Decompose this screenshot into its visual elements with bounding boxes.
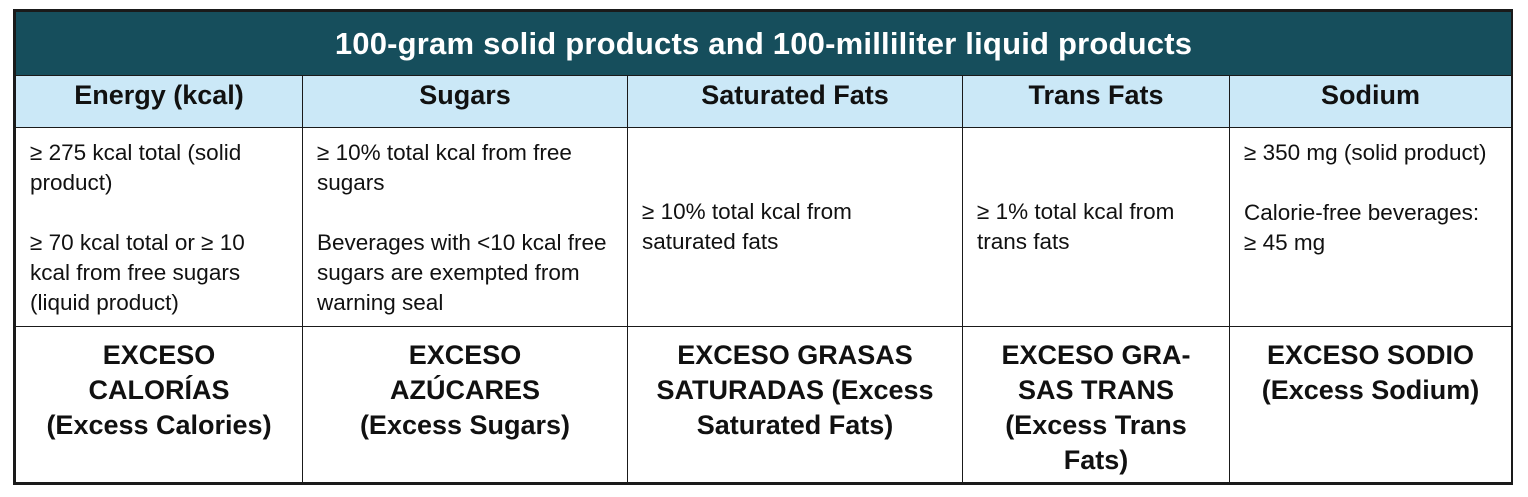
seal-line: Fats) bbox=[1063, 445, 1129, 475]
seal-sugars: EXCESO AZÚCARES (Excess Sugars) bbox=[302, 326, 628, 483]
seal-line: CALORÍAS bbox=[88, 375, 230, 405]
title-row: 100-gram solid products and 100-millilit… bbox=[14, 11, 1513, 76]
header-energy: Energy (kcal) bbox=[15, 75, 303, 128]
header-sugars: Sugars bbox=[302, 75, 628, 128]
seal-saturated-fats: EXCESO GRASAS SATURADAS (Excess Saturate… bbox=[627, 326, 963, 483]
seal-line: (Excess Calories) bbox=[46, 410, 272, 440]
seal-trans-fats: EXCESO GRA- SAS TRANS (Excess Trans Fats… bbox=[962, 326, 1230, 483]
seal-line: Saturated Fats) bbox=[696, 410, 894, 440]
seal-line: SAS TRANS bbox=[1017, 375, 1174, 405]
seal-row: EXCESO CALORÍAS (Excess Calories) EXCESO… bbox=[15, 326, 1513, 483]
seal-line: (Excess Sodium) bbox=[1261, 375, 1480, 405]
seal-sodium: EXCESO SODIO (Excess Sodium) bbox=[1228, 326, 1513, 483]
seal-line: EXCESO GRA- bbox=[1001, 340, 1191, 370]
seal-line: SATURADAS (Excess bbox=[656, 375, 934, 405]
seal-line: EXCESO bbox=[408, 340, 522, 370]
seal-line: (Excess Trans bbox=[1005, 410, 1187, 440]
header-trans-fats: Trans Fats bbox=[962, 75, 1230, 128]
seal-energy: EXCESO CALORÍAS (Excess Calories) bbox=[15, 326, 303, 483]
criteria-text: Calorie-free beverages: ≥ 45 mg bbox=[1244, 200, 1480, 255]
criteria-row: ≥ 275 kcal total (solid product) ≥ 70 kc… bbox=[15, 127, 1513, 327]
seal-line: EXCESO bbox=[102, 340, 216, 370]
criteria-text: ≥ 350 mg (solid product) bbox=[1244, 140, 1487, 165]
seal-line: EXCESO SODIO bbox=[1266, 340, 1475, 370]
criteria-text: ≥ 70 kcal total or ≥ 10 kcal from free s… bbox=[30, 230, 245, 315]
criteria-sodium: ≥ 350 mg (solid product) Calorie-free be… bbox=[1228, 127, 1513, 327]
criteria-trans-fats: ≥ 1% total kcal from trans fats bbox=[962, 127, 1230, 327]
seal-line: EXCESO GRASAS bbox=[677, 340, 913, 370]
seal-line: (Excess Sugars) bbox=[359, 410, 571, 440]
seal-line: AZÚCARES bbox=[389, 375, 540, 405]
header-row: Energy (kcal) Sugars Saturated Fats Tran… bbox=[15, 75, 1513, 128]
criteria-text: ≥ 1% total kcal from trans fats bbox=[977, 199, 1175, 254]
criteria-saturated-fats: ≥ 10% total kcal from saturated fats bbox=[627, 127, 963, 327]
criteria-sugars: ≥ 10% total kcal from free sugars Bevera… bbox=[302, 127, 628, 327]
header-saturated-fats: Saturated Fats bbox=[627, 75, 963, 128]
criteria-text: ≥ 275 kcal total (solid product) bbox=[30, 140, 242, 195]
table-title: 100-gram solid products and 100-millilit… bbox=[14, 11, 1513, 76]
nutrient-warning-table: 100-gram solid products and 100-millilit… bbox=[13, 9, 1513, 485]
criteria-text: Beverages with <10 kcal free sugars are … bbox=[317, 230, 607, 315]
criteria-energy: ≥ 275 kcal total (solid product) ≥ 70 kc… bbox=[15, 127, 303, 327]
criteria-text: ≥ 10% total kcal from free sugars bbox=[317, 140, 572, 195]
criteria-text: ≥ 10% total kcal from saturated fats bbox=[642, 199, 852, 254]
header-sodium: Sodium bbox=[1228, 75, 1513, 128]
criteria-table: 100-gram solid products and 100-millilit… bbox=[14, 11, 1513, 483]
